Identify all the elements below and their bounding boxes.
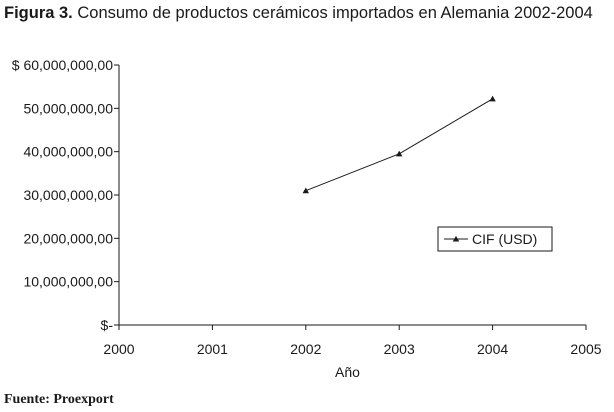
data-point-marker <box>302 187 309 194</box>
y-tick-label: 50,000,000,00 <box>23 100 113 116</box>
source-note: Fuente: Proexport <box>4 392 114 407</box>
y-tick-label: 10,000,000,00 <box>23 274 113 290</box>
legend-label: CIF (USD) <box>472 231 537 247</box>
caption-text: Consumo de productos cerámicos importado… <box>77 4 593 22</box>
data-point-marker <box>489 95 496 102</box>
x-tick-label: 2002 <box>290 341 321 357</box>
y-tick-label: 40,000,000,00 <box>23 144 113 160</box>
y-tick-label: 30,000,000,00 <box>23 187 113 203</box>
x-tick-label: 2004 <box>477 341 508 357</box>
figure-label: Figura 3. <box>4 4 73 22</box>
y-tick-label: 20,000,000,00 <box>23 230 113 246</box>
x-tick-label: 2003 <box>384 341 415 357</box>
x-tick-label: 2001 <box>197 341 228 357</box>
series-line <box>305 98 493 192</box>
chart-caption: Figura 3. Consumo de productos cerámicos… <box>4 3 610 23</box>
legend-marker-swatch <box>452 235 460 242</box>
data-point-marker <box>396 150 403 157</box>
y-tick-label: $ 60,000,000,00 <box>12 57 113 73</box>
x-axis-label: Año <box>335 364 360 380</box>
x-tick-label: 2005 <box>570 341 601 357</box>
chart-axes: $- 10,000,000,00 20,000,000,00 30,000,000,0… <box>12 57 602 380</box>
chart-legend: CIF (USD) <box>437 226 553 252</box>
chart-series <box>302 95 496 194</box>
x-tick-label: 2000 <box>103 341 134 357</box>
y-tick-label: $- <box>101 317 114 333</box>
